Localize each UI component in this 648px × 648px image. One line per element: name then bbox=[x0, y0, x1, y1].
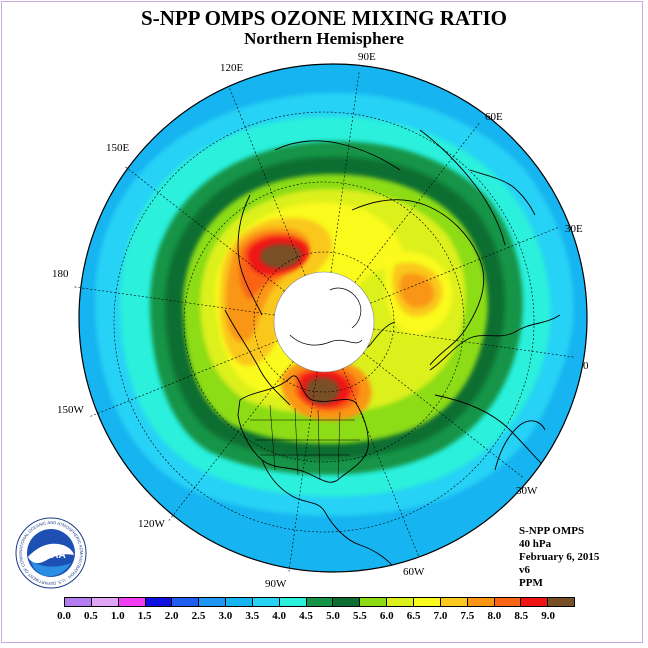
colorbar-tick-label: 5.0 bbox=[326, 610, 340, 622]
colorbar-tick-label: 2.5 bbox=[191, 610, 206, 622]
colorbar-tick-label: 6.5 bbox=[406, 610, 421, 622]
colorbar-tick-label: 8.5 bbox=[514, 610, 529, 622]
colorbar-segment bbox=[118, 598, 146, 606]
colorbar-segment bbox=[548, 598, 575, 606]
colorbar-tick-label: 3.0 bbox=[218, 610, 233, 622]
meridian-line bbox=[288, 371, 318, 572]
lon-label-120w: 120W bbox=[138, 518, 165, 530]
colorbar-segment bbox=[65, 598, 92, 606]
colorbar-segment bbox=[226, 598, 253, 606]
map-title: S-NPP OMPS OZONE MIXING RATIO bbox=[141, 6, 507, 30]
meridian-line bbox=[363, 352, 523, 478]
meridian-line bbox=[90, 340, 278, 417]
colorbar-segment bbox=[387, 598, 414, 606]
lon-label-180: 180 bbox=[52, 268, 69, 280]
colorbar-segment bbox=[306, 598, 334, 606]
colorbar-segment bbox=[413, 598, 441, 606]
band-9.0-plus-south bbox=[306, 377, 340, 405]
colorbar-tick-label: 4.0 bbox=[272, 610, 287, 622]
info-instrument: S-NPP OMPS bbox=[519, 525, 585, 537]
colorbar-segment bbox=[333, 598, 361, 606]
noaa-seal-icon: NOAA NATIONAL OCEANIC AND ATMOSPHERIC AD… bbox=[15, 517, 87, 589]
colorbar-tick-label: 7.0 bbox=[433, 610, 448, 622]
lon-label-120e: 120E bbox=[220, 62, 244, 74]
lon-label-150w: 150W bbox=[57, 404, 84, 416]
logo-text: NOAA bbox=[36, 550, 65, 561]
colorbar-segment bbox=[199, 598, 227, 606]
info-version: v6 bbox=[519, 564, 530, 576]
info-pressure: 40 hPa bbox=[519, 538, 552, 550]
colorbar-segment bbox=[467, 598, 495, 606]
colorbar-segment bbox=[521, 598, 549, 606]
colorbar-segment bbox=[279, 598, 307, 606]
colorbar-tick-label: 1.0 bbox=[110, 610, 125, 622]
meridian-line bbox=[342, 368, 419, 556]
map-border bbox=[78, 63, 588, 573]
colorbar-labels: 0.0 0.5 1.0 1.5 2.0 2.5 3.0 3.5 4.0 4.5 5.0 5.5 6.0 6… bbox=[0, 610, 648, 624]
graticule bbox=[113, 111, 535, 533]
info-units: PPM bbox=[519, 577, 543, 589]
lon-label-90w: 90W bbox=[265, 578, 287, 590]
colorbar-segment bbox=[494, 598, 522, 606]
meridian-line bbox=[373, 328, 574, 358]
lon-label-150e: 150E bbox=[106, 142, 130, 154]
colorbar-tick-label: 5.5 bbox=[352, 610, 367, 622]
lon-label-30w: 30W bbox=[516, 485, 538, 497]
colorbar-tick-label: 0.5 bbox=[84, 610, 98, 622]
lon-label-0: 0 bbox=[583, 360, 589, 372]
meridian-line bbox=[168, 361, 294, 521]
colorbar-tick-label: 4.5 bbox=[299, 610, 313, 622]
colorbar bbox=[64, 597, 575, 607]
colorbar-segment bbox=[172, 598, 200, 606]
meridian-line bbox=[125, 166, 285, 292]
lon-label-30e: 30E bbox=[565, 223, 583, 235]
colorbar-tick-label: 8.0 bbox=[487, 610, 502, 622]
meridian-line bbox=[370, 227, 558, 304]
meridian-line bbox=[354, 123, 480, 283]
colorbar-tick-label: 0.0 bbox=[57, 610, 71, 622]
band-9.0-plus bbox=[260, 244, 302, 269]
info-date: February 6, 2015 bbox=[519, 551, 600, 563]
colorbar-segment bbox=[252, 598, 280, 606]
polar-cap-coast bbox=[289, 287, 363, 346]
colorbar-segment bbox=[360, 598, 388, 606]
meridians bbox=[74, 72, 574, 572]
colorbar-tick-label: 3.5 bbox=[245, 610, 260, 622]
info-block: S-NPP OMPS 40 hPa February 6, 2015 v6 PP… bbox=[519, 525, 599, 590]
colorbar-tick-label: 2.0 bbox=[164, 610, 179, 622]
band-7.5-8.0-east bbox=[399, 273, 435, 308]
lon-label-60e: 60E bbox=[485, 111, 503, 123]
colorbar-tick-label: 6.0 bbox=[379, 610, 394, 622]
meridian-line bbox=[229, 88, 306, 276]
colorbar-segment bbox=[440, 598, 468, 606]
colorbar-segment bbox=[145, 598, 173, 606]
meridian-line bbox=[74, 286, 275, 316]
map-subtitle: Northern Hemisphere bbox=[244, 29, 404, 48]
colorbar-tick-label: 9.0 bbox=[541, 610, 555, 622]
state-boundaries bbox=[250, 404, 360, 481]
lon-label-90e: 90E bbox=[358, 51, 376, 63]
colorbar-tick-label: 7.5 bbox=[460, 610, 475, 622]
colorbar-tick-label: 1.5 bbox=[137, 610, 152, 622]
lon-label-60w: 60W bbox=[403, 566, 425, 578]
colorbar-segment bbox=[91, 598, 119, 606]
polar-cap bbox=[273, 271, 375, 373]
meridian-line bbox=[330, 72, 360, 273]
